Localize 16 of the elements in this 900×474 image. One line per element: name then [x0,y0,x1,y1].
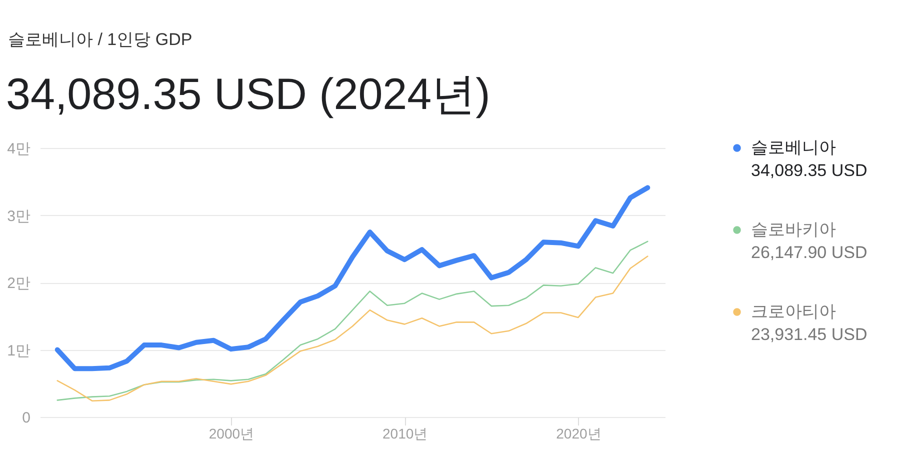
x-tick-label: 2020년 [556,426,602,442]
y-tick-label: 4만 [7,140,30,158]
text: 23,931.45 USD [751,325,868,344]
y-tick-label: 3만 [7,208,30,225]
y-tick-label: 2만 [7,275,30,292]
legend-label: 슬로베니아 [751,138,836,157]
legend-label: 크로아티아 [751,302,836,321]
text: 26,147.90 USD [751,243,868,262]
chart-subtitle: 슬로베니아 / 1인당 GDP [8,30,192,49]
x-tick-label: 2010년 [382,426,428,442]
text: 34,089.35 USD [751,161,868,180]
legend-label: 슬로바키아 [751,220,836,239]
y-tick-label: 0 [22,410,30,426]
x-tick-label: 2000년 [208,426,254,442]
y-tick-label: 1만 [7,342,30,360]
chart-title: 34,089.35 USD (2024년) [6,70,490,119]
